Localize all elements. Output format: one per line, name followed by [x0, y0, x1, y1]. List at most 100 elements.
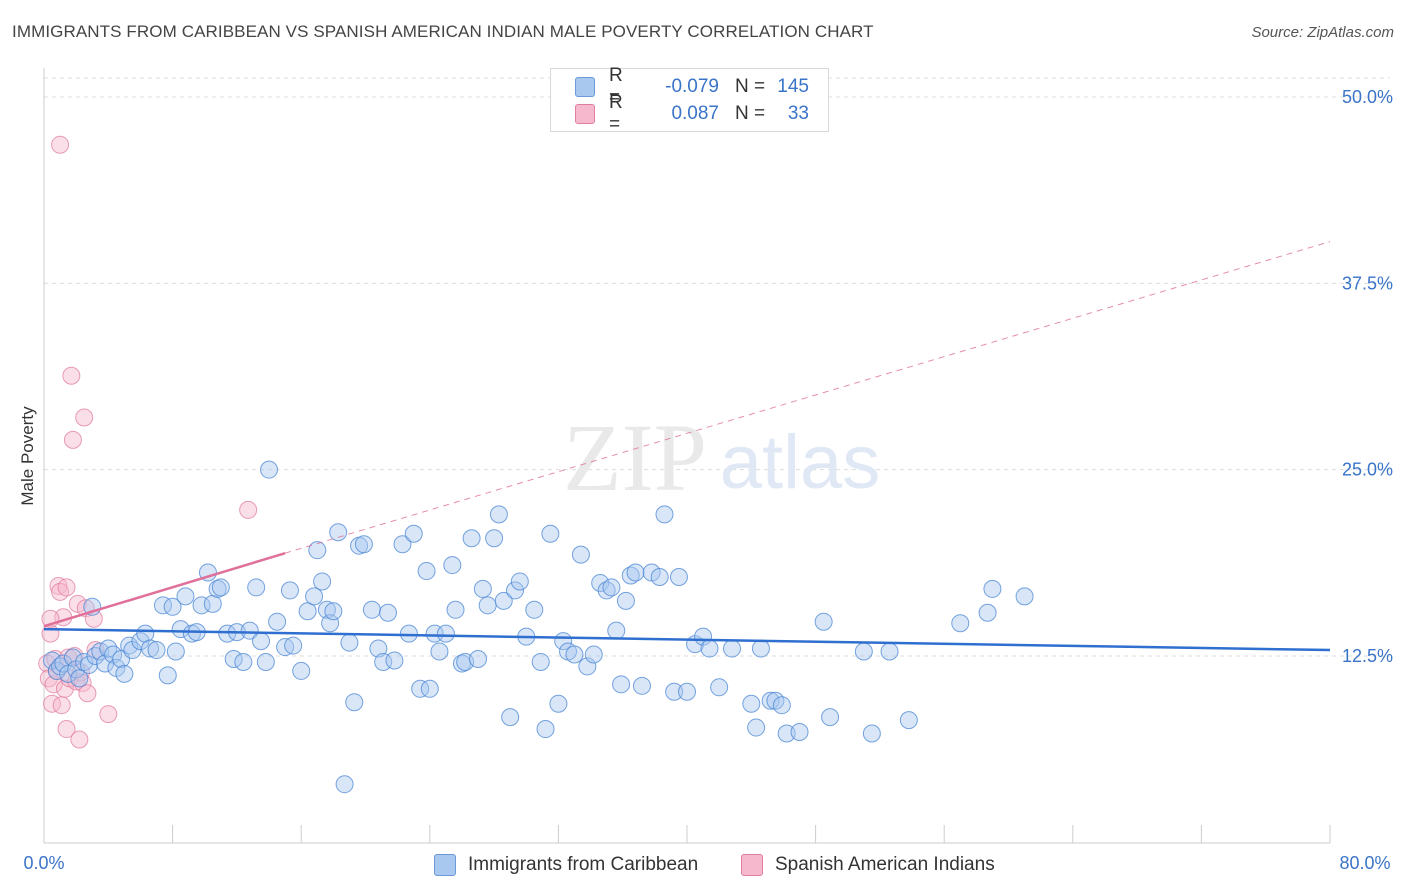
- chart-title: IMMIGRANTS FROM CARIBBEAN VS SPANISH AME…: [12, 22, 874, 41]
- data-point-spanish-american-indians: [63, 430, 82, 449]
- data-point-caribbean: [280, 581, 299, 600]
- data-point-caribbean: [430, 642, 449, 661]
- legend-item-spanish-american-indians[interactable]: Spanish American Indians: [741, 852, 995, 878]
- watermark: ZIP atlas: [563, 404, 880, 511]
- data-point-caribbean: [700, 639, 719, 658]
- legend-n-label: N =: [735, 103, 766, 124]
- data-point-caribbean: [321, 614, 340, 633]
- correlation-legend: R = -0.079 N = 145 R = 0.087 N = 33: [550, 65, 829, 135]
- data-point-caribbean: [632, 676, 651, 695]
- data-point-caribbean: [584, 645, 603, 664]
- data-point-caribbean: [324, 602, 343, 621]
- data-point-caribbean: [978, 603, 997, 622]
- data-point-caribbean: [158, 666, 177, 685]
- data-point-caribbean: [176, 587, 195, 606]
- data-point-caribbean: [505, 581, 524, 600]
- data-point-caribbean: [626, 563, 645, 582]
- y-tick-label: 37.5%: [1342, 273, 1393, 293]
- data-point-spanish-american-indians: [57, 720, 76, 739]
- data-point-caribbean: [880, 642, 899, 661]
- data-point-caribbean: [478, 596, 497, 615]
- data-point-caribbean: [115, 664, 134, 683]
- data-point-caribbean: [541, 524, 560, 543]
- data-point-caribbean: [777, 724, 796, 743]
- data-point-caribbean: [313, 572, 332, 591]
- data-point-caribbean: [240, 621, 259, 640]
- data-point-caribbean: [369, 639, 388, 658]
- y-tick-label: 50.0%: [1342, 87, 1393, 107]
- data-point-caribbean: [335, 775, 354, 794]
- legend-r-label: R =: [609, 92, 623, 135]
- data-point-caribbean: [549, 694, 568, 713]
- data-point-caribbean: [393, 535, 412, 554]
- data-point-caribbean: [747, 718, 766, 737]
- data-point-caribbean: [354, 535, 373, 554]
- data-point-caribbean: [153, 596, 172, 615]
- watermark-zip: ZIP: [563, 404, 707, 511]
- data-point-caribbean: [234, 652, 253, 671]
- series-immigrants-from-caribbean: [43, 460, 1034, 794]
- data-point-caribbean: [404, 524, 423, 543]
- data-point-caribbean: [650, 567, 669, 586]
- data-point-caribbean: [80, 655, 99, 674]
- data-point-spanish-american-indians: [43, 694, 62, 713]
- data-point-caribbean: [591, 573, 610, 592]
- legend-r-value: 0.087: [671, 103, 719, 124]
- data-point-spanish-american-indians: [57, 578, 76, 597]
- data-point-caribbean: [602, 578, 621, 597]
- data-point-caribbean: [485, 529, 504, 548]
- data-point-caribbean: [329, 523, 348, 542]
- legend-label-spanish-american-indians: Spanish American Indians: [775, 854, 995, 875]
- data-point-caribbean: [983, 579, 1002, 598]
- data-point-caribbean: [192, 596, 211, 615]
- legend-r-value: -0.079: [665, 76, 719, 97]
- data-point-caribbean: [75, 652, 94, 671]
- data-point-caribbean: [317, 600, 336, 619]
- axes: [43, 68, 1331, 844]
- data-point-caribbean: [531, 652, 550, 671]
- data-point-spanish-american-indians: [51, 135, 70, 154]
- legend-n-label: N =: [735, 76, 766, 97]
- data-point-spanish-american-indians: [44, 675, 63, 694]
- y-axis-label: Male Poverty: [18, 406, 37, 506]
- data-point-caribbean: [951, 614, 970, 633]
- data-point-caribbean: [751, 639, 770, 658]
- trend-line-caribbean: [43, 627, 1331, 652]
- data-point-caribbean: [678, 682, 696, 701]
- data-point-caribbean: [862, 724, 881, 743]
- data-point-caribbean: [571, 545, 590, 564]
- data-point-spanish-american-indians: [75, 408, 94, 427]
- y-tick-label: 12.5%: [1342, 646, 1393, 666]
- data-point-caribbean: [597, 581, 616, 600]
- data-point-caribbean: [345, 693, 364, 712]
- data-point-caribbean: [208, 579, 227, 598]
- data-point-spanish-american-indians: [239, 500, 258, 519]
- legend-label-caribbean: Immigrants from Caribbean: [468, 854, 699, 875]
- data-point-caribbean: [399, 624, 418, 643]
- data-point-caribbean: [565, 645, 584, 664]
- legend-swatch-blue: [434, 854, 456, 876]
- data-point-caribbean: [607, 621, 626, 640]
- data-point-caribbean: [99, 639, 118, 658]
- series-legend: Immigrants from Caribbean Spanish Americ…: [0, 852, 1406, 878]
- data-point-caribbean: [247, 578, 266, 597]
- data-point-caribbean: [385, 651, 404, 670]
- data-point-caribbean: [494, 591, 513, 610]
- data-point-caribbean: [462, 529, 481, 548]
- legend-row-caribbean: R = -0.079 N = 145: [575, 65, 809, 108]
- legend-swatch-pink: [575, 104, 595, 124]
- data-point-caribbean: [203, 594, 222, 613]
- data-point-caribbean: [510, 572, 529, 591]
- legend-item-caribbean[interactable]: Immigrants from Caribbean: [434, 852, 698, 878]
- legend-row-spanish-american-indians: R = 0.087 N = 33: [575, 92, 809, 135]
- data-point-caribbean: [163, 597, 182, 616]
- data-point-caribbean: [136, 624, 155, 643]
- data-point-caribbean: [814, 612, 833, 631]
- data-point-caribbean: [305, 587, 324, 606]
- data-point-caribbean: [292, 661, 311, 680]
- data-point-spanish-american-indians: [78, 684, 97, 703]
- data-point-caribbean: [742, 694, 761, 713]
- data-point-caribbean: [525, 600, 544, 619]
- data-point-caribbean: [669, 567, 688, 586]
